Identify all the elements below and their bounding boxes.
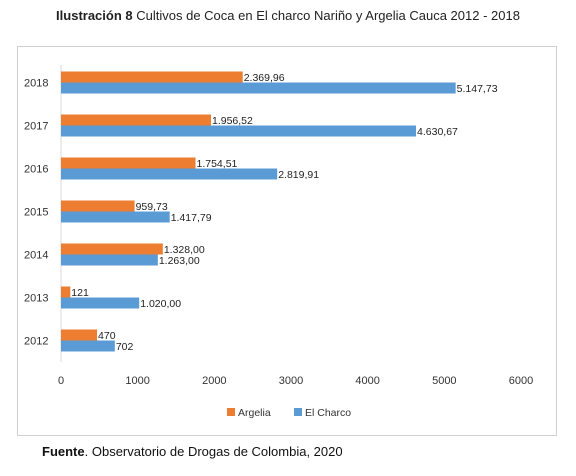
chart-title-text: Cultivos de Coca en El charco Nariño y A… — [132, 8, 520, 23]
bar-el-charco-2018 — [61, 82, 456, 94]
data-label-el-charco-2013: 1.020,00 — [140, 298, 181, 310]
bar-argelia-2017 — [61, 114, 211, 126]
x-tick-label-1000: 1000 — [125, 375, 149, 387]
chart-title-bold: Ilustración 8 — [56, 8, 133, 23]
legend-label-el-charco: El Charco — [305, 407, 351, 419]
bar-argelia-2014 — [61, 243, 163, 255]
x-tick-label-3000: 3000 — [279, 375, 303, 387]
chart-title: Ilustración 8 Cultivos de Coca en El cha… — [0, 8, 576, 23]
legend-swatch-argelia — [227, 408, 235, 416]
data-label-el-charco-2012: 702 — [116, 341, 134, 353]
category-label-2012: 2012 — [24, 336, 48, 348]
x-tick-label-0: 0 — [58, 375, 64, 387]
x-tick-label-6000: 6000 — [509, 375, 533, 387]
data-label-el-charco-2015: 1.417,79 — [171, 212, 212, 224]
data-label-el-charco-2018: 5.147,73 — [457, 83, 498, 95]
x-tick-label-4000: 4000 — [355, 375, 379, 387]
source-text: . Observatorio de Drogas de Colombia, 20… — [84, 444, 343, 459]
category-label-2018: 2018 — [24, 78, 48, 90]
bar-el-charco-2014 — [61, 254, 158, 266]
data-label-argelia-2018: 2.369,96 — [244, 72, 285, 84]
data-label-argelia-2013: 121 — [71, 287, 89, 299]
data-label-argelia-2012: 470 — [98, 330, 116, 342]
bar-el-charco-2017 — [61, 125, 417, 137]
bar-argelia-2015 — [61, 200, 135, 212]
category-label-2016: 2016 — [24, 164, 48, 176]
data-label-el-charco-2014: 1.263,00 — [159, 255, 200, 267]
source-label: Fuente — [42, 444, 85, 459]
x-tick-label-5000: 5000 — [432, 375, 456, 387]
bar-el-charco-2016 — [61, 168, 278, 180]
bar-argelia-2016 — [61, 157, 196, 169]
data-label-argelia-2017: 1.956,52 — [212, 115, 253, 127]
chart-frame — [17, 46, 557, 436]
bar-el-charco-2013 — [61, 297, 140, 309]
bar-argelia-2012 — [61, 329, 98, 341]
data-label-argelia-2015: 959,73 — [136, 201, 168, 213]
legend-swatch-el-charco — [294, 408, 302, 416]
bar-el-charco-2015 — [61, 211, 170, 223]
category-label-2014: 2014 — [24, 250, 48, 262]
data-label-el-charco-2017: 4.630,67 — [417, 126, 458, 138]
data-label-el-charco-2016: 2.819,91 — [278, 169, 319, 181]
category-label-2017: 2017 — [24, 121, 48, 133]
source-note: Fuente. Observatorio de Drogas de Colomb… — [42, 444, 343, 459]
bar-argelia-2013 — [61, 286, 71, 298]
x-tick-label-2000: 2000 — [202, 375, 226, 387]
bar-argelia-2018 — [61, 71, 243, 83]
category-label-2015: 2015 — [24, 207, 48, 219]
legend-label-argelia: Argelia — [238, 407, 271, 419]
data-label-argelia-2014: 1.328,00 — [164, 244, 205, 256]
category-label-2013: 2013 — [24, 293, 48, 305]
data-label-argelia-2016: 1.754,51 — [197, 158, 238, 170]
bar-chart: 2018 2.369,96 5.147,73 2017 1.956,52 4.630,67… — [24, 65, 533, 419]
bar-el-charco-2012 — [61, 340, 115, 352]
